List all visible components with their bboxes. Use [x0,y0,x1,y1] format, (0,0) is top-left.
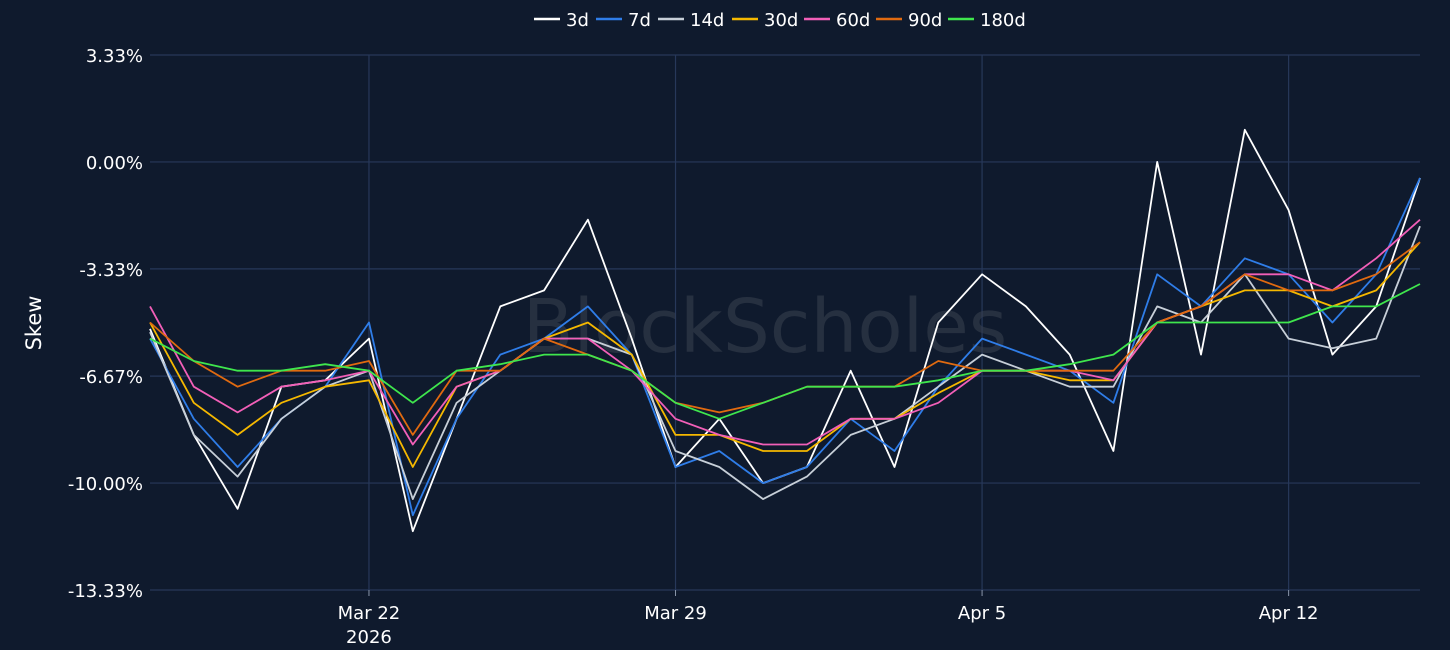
y-axis-ticks: 3.33% 0.00% -3.33% -6.67% -10.00% -13.33% [68,46,143,602]
x-axis-ticks: Mar 22 2026 Mar 29 Apr 5 Apr 12 [338,590,1319,648]
y-tick-label: -6.67% [79,367,143,388]
legend-item-180d[interactable]: 180d [948,10,1026,31]
legend-item-7d[interactable]: 7d [596,10,651,31]
legend-label: 14d [690,10,724,31]
legend-item-90d[interactable]: 90d [876,10,942,31]
series-line-7d [149,177,1421,517]
y-tick-label: 0.00% [86,153,143,174]
legend-label: 3d [566,10,589,31]
legend-item-30d[interactable]: 30d [732,10,798,31]
legend-label: 30d [764,10,798,31]
series-line-30d [149,241,1421,468]
series-line-14d [149,225,1421,500]
legend-label: 180d [980,10,1026,31]
series-line-180d [149,283,1421,420]
y-tick-label: -13.33% [68,581,143,602]
y-tick-label: -10.00% [68,474,143,495]
y-axis-label: Skew [22,296,46,351]
series-lines [149,128,1421,533]
legend-item-3d[interactable]: 3d [534,10,589,31]
x-tick-label: Mar 22 [338,603,401,624]
legend: 3d 7d 14d 30d 60d 90d 180d [534,10,1026,31]
legend-item-14d[interactable]: 14d [658,10,724,31]
grid [150,54,1420,591]
watermark-logo: BlockScholes [523,284,1008,370]
x-tick-label: Apr 5 [958,603,1006,624]
legend-label: 90d [908,10,942,31]
legend-item-60d[interactable]: 60d [804,10,870,31]
x-tick-year-label: 2026 [346,627,392,648]
legend-label: 7d [628,10,651,31]
x-tick-label: Apr 12 [1259,603,1319,624]
y-tick-label: -3.33% [79,260,143,281]
x-tick-label: Mar 29 [644,603,707,624]
y-tick-label: 3.33% [86,46,143,67]
legend-label: 60d [836,10,870,31]
